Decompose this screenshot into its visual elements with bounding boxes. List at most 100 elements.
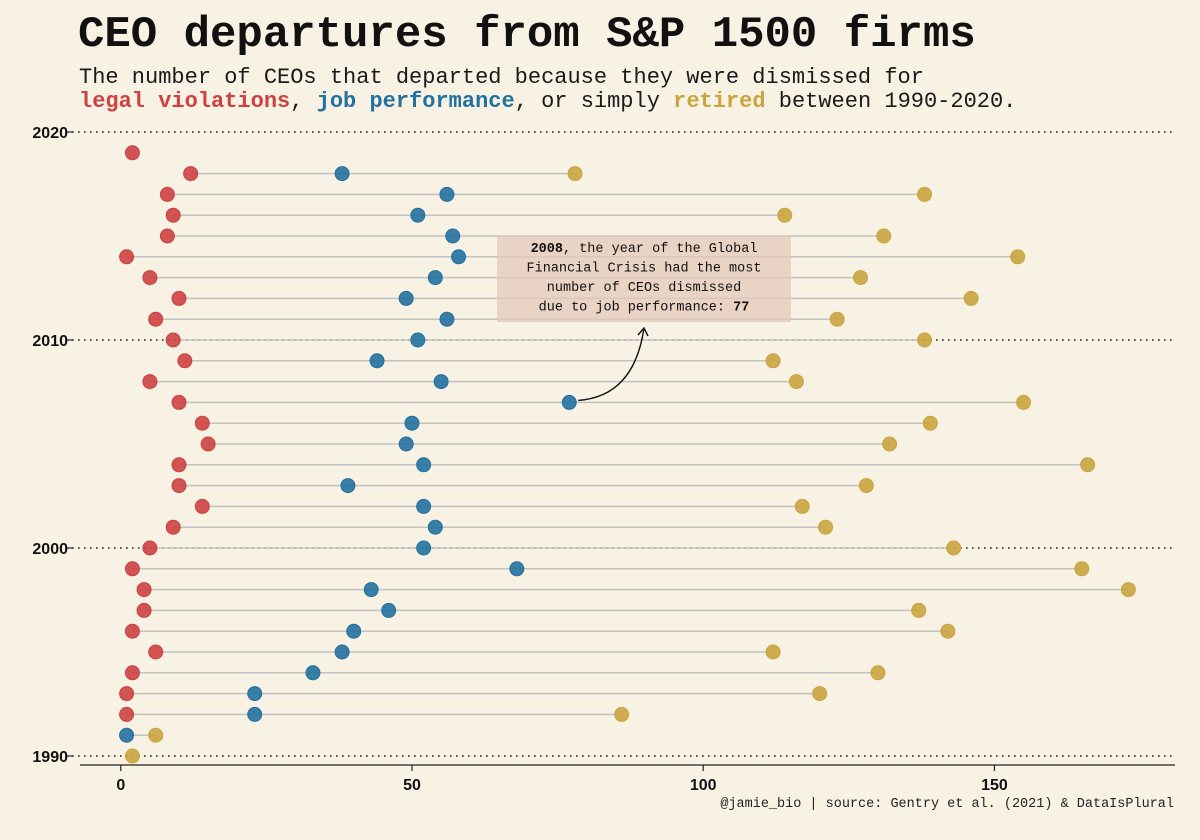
retired-point: [1074, 561, 1090, 577]
retired-point: [917, 332, 933, 348]
legal-point: [119, 706, 135, 722]
legal-point: [171, 394, 187, 410]
performance-point: [410, 207, 426, 223]
subtitle-tail: between 1990-2020.: [765, 89, 1017, 114]
retired-point: [852, 270, 868, 286]
retired-point: [882, 436, 898, 452]
subtitle-line-1: The number of CEOs that departed because…: [79, 65, 924, 90]
legal-point: [194, 498, 210, 514]
legal-point: [124, 623, 140, 639]
legal-point: [177, 353, 193, 369]
legal-point: [124, 561, 140, 577]
legal-point: [171, 457, 187, 473]
legal-point: [159, 186, 175, 202]
source-credit: @jamie_bio | source: Gentry et al. (2021…: [720, 797, 1174, 812]
annotation-line: 2008, the year of the Global: [531, 242, 758, 257]
legal-point: [165, 519, 181, 535]
y-tick-label-2000: 2000: [32, 541, 68, 558]
legend-retired: retired: [673, 89, 766, 114]
legal-point: [124, 145, 140, 161]
retired-point: [870, 665, 886, 681]
legal-point: [194, 415, 210, 431]
legal-point: [171, 478, 187, 494]
performance-point: [398, 436, 414, 452]
annotation-arrowhead: [637, 326, 649, 337]
legal-point: [119, 249, 135, 265]
x-tick-label-150: 150: [981, 777, 1008, 794]
retired-point: [858, 478, 874, 494]
retired-point: [1010, 249, 1026, 265]
performance-point: [445, 228, 461, 244]
retired-point: [1120, 582, 1136, 598]
annotation-line: due to job performance: 77: [539, 301, 750, 316]
subtitle-sep-1: ,: [290, 89, 317, 114]
chart-title: CEO departures from S&P 1500 firms: [78, 10, 976, 60]
performance-point: [340, 478, 356, 494]
retired-point: [788, 374, 804, 390]
retired-point: [567, 166, 583, 182]
performance-point: [451, 249, 467, 265]
subtitle-sep-2: , or simply: [514, 89, 674, 114]
retired-point: [614, 706, 630, 722]
performance-point: [427, 270, 443, 286]
performance-point: [439, 186, 455, 202]
legal-point: [165, 207, 181, 223]
y-tick-label-2010: 2010: [32, 333, 68, 350]
retired-point: [963, 290, 979, 306]
legal-point: [124, 665, 140, 681]
performance-point: [416, 498, 432, 514]
performance-point: [363, 582, 379, 598]
legal-point: [142, 270, 158, 286]
legal-point: [171, 290, 187, 306]
x-tick-label-100: 100: [690, 777, 717, 794]
performance-point: [561, 394, 577, 410]
performance-point: [305, 665, 321, 681]
retired-point: [812, 686, 828, 702]
performance-point: [398, 290, 414, 306]
legal-point: [136, 602, 152, 618]
y-tick-label-2020: 2020: [32, 125, 68, 142]
legal-point: [142, 540, 158, 556]
performance-point: [416, 457, 432, 473]
retired-point: [148, 727, 164, 743]
performance-point: [439, 311, 455, 327]
retired-point: [876, 228, 892, 244]
retired-point: [765, 353, 781, 369]
retired-point: [818, 519, 834, 535]
retired-point: [124, 748, 140, 764]
performance-point: [410, 332, 426, 348]
performance-point: [334, 644, 350, 660]
legal-point: [200, 436, 216, 452]
legal-point: [183, 166, 199, 182]
retired-point: [922, 415, 938, 431]
annotation-line: number of CEOs dismissed: [547, 281, 741, 296]
retired-point: [911, 602, 927, 618]
performance-point: [404, 415, 420, 431]
retired-point: [1016, 394, 1032, 410]
performance-point: [247, 706, 263, 722]
retired-point: [829, 311, 845, 327]
performance-point: [346, 623, 362, 639]
chart-subtitle: The number of CEOs that departed because…: [79, 66, 1016, 114]
performance-point: [433, 374, 449, 390]
retired-point: [1080, 457, 1096, 473]
legal-point: [142, 374, 158, 390]
legal-point: [159, 228, 175, 244]
legal-point: [119, 686, 135, 702]
legal-point: [148, 311, 164, 327]
performance-point: [247, 686, 263, 702]
annotation-arrow: [578, 327, 645, 402]
x-tick-label-0: 0: [116, 777, 125, 794]
performance-point: [369, 353, 385, 369]
performance-point: [119, 727, 135, 743]
retired-point: [940, 623, 956, 639]
x-tick-label-50: 50: [403, 777, 421, 794]
retired-point: [917, 186, 933, 202]
retired-point: [794, 498, 810, 514]
y-tick-label-1990: 1990: [32, 749, 68, 766]
performance-point: [381, 602, 397, 618]
legal-point: [165, 332, 181, 348]
legal-point: [136, 582, 152, 598]
performance-point: [509, 561, 525, 577]
